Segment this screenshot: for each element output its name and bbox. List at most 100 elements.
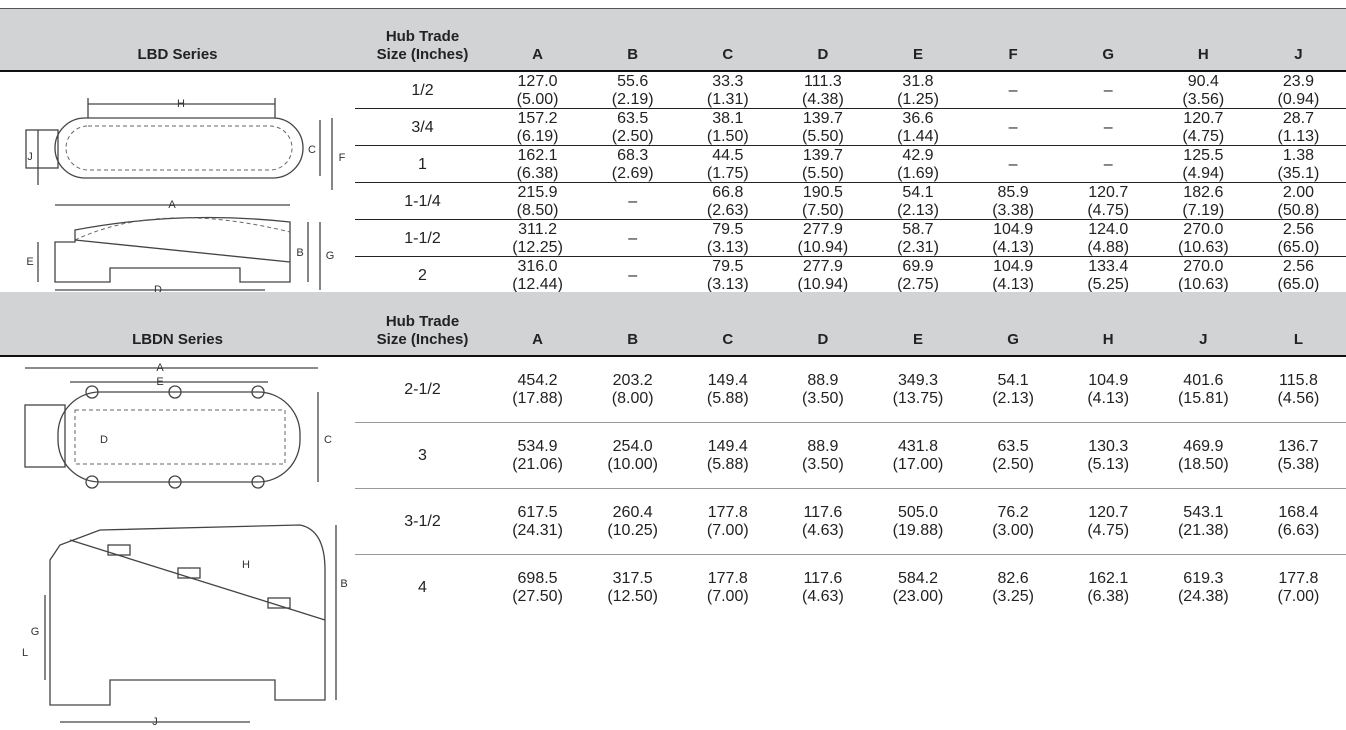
value-inches: (4.13) bbox=[1087, 390, 1130, 407]
value-cell: 149.4 (5.88) bbox=[680, 423, 775, 489]
value-cell: 277.9 (10.94) bbox=[775, 220, 870, 257]
value-mm: 1.38 bbox=[1282, 146, 1314, 164]
value-mm: 63.5 bbox=[617, 109, 649, 127]
column-header: F bbox=[966, 8, 1061, 70]
value-cell: 2.56 (65.0) bbox=[1251, 220, 1346, 257]
value-mm: 90.4 bbox=[1187, 72, 1219, 90]
value-cell: 42.9 (1.69) bbox=[870, 146, 965, 183]
dim-label: A bbox=[168, 199, 176, 211]
value-cell: 124.0 (4.88) bbox=[1061, 220, 1156, 257]
value-cell: 1.38 (35.1) bbox=[1251, 146, 1346, 183]
value-cell: 127.0 (5.00) bbox=[490, 72, 585, 109]
value-empty: – bbox=[1008, 118, 1018, 136]
value-cell: 270.0 (10.63) bbox=[1156, 220, 1251, 257]
value-mm: 316.0 bbox=[517, 257, 558, 275]
value-inches: (4.63) bbox=[801, 588, 844, 605]
value-inches: (1.44) bbox=[897, 127, 939, 145]
column-label: J bbox=[1294, 46, 1303, 63]
column-label: D bbox=[817, 331, 829, 348]
column-label: F bbox=[1008, 46, 1018, 63]
size: 1 bbox=[418, 155, 427, 173]
size: 1-1/4 bbox=[404, 192, 441, 210]
value-inches: (1.25) bbox=[897, 90, 939, 108]
series-title: LBDN Series bbox=[132, 331, 223, 348]
value-inches: (1.13) bbox=[1277, 127, 1320, 145]
value-cell: 54.1 (2.13) bbox=[966, 357, 1061, 423]
size: 2-1/2 bbox=[404, 381, 441, 398]
value-mm: 311.2 bbox=[518, 220, 557, 238]
value-inches: (12.50) bbox=[607, 588, 659, 605]
value-mm: 120.7 bbox=[1088, 504, 1129, 521]
dim-label: H bbox=[242, 559, 250, 571]
value-cell: 316.0 (12.44) bbox=[490, 257, 585, 294]
value-inches: (65.0) bbox=[1277, 238, 1320, 256]
value-mm: 68.3 bbox=[617, 146, 649, 164]
value-cell: 120.7 (4.75) bbox=[1061, 489, 1156, 555]
value-mm: 2.56 bbox=[1282, 220, 1314, 238]
column-label: L bbox=[1293, 331, 1304, 348]
value-mm: 120.7 bbox=[1088, 183, 1129, 201]
value-inches: (35.1) bbox=[1277, 164, 1320, 182]
value-mm: 177.8 bbox=[707, 570, 748, 587]
size-cell: 3-1/2 bbox=[355, 489, 490, 555]
value-inches: (7.50) bbox=[801, 201, 844, 219]
value-mm: 115.8 bbox=[1279, 372, 1318, 389]
value-empty: – bbox=[628, 266, 638, 284]
value-empty: – bbox=[1103, 118, 1113, 136]
value-inches: (3.56) bbox=[1182, 90, 1225, 108]
value-inches: (3.13) bbox=[706, 238, 749, 256]
value-cell: 619.3 (24.38) bbox=[1156, 555, 1251, 621]
value-mm: 254.0 bbox=[612, 438, 653, 455]
column-header: L bbox=[1251, 292, 1346, 355]
size: 3 bbox=[418, 447, 427, 464]
value-mm: 88.9 bbox=[807, 438, 839, 455]
row-rule bbox=[355, 219, 1346, 220]
value-inches: (6.38) bbox=[516, 164, 559, 182]
value-inches: (2.50) bbox=[611, 127, 654, 145]
value-inches: (5.00) bbox=[516, 90, 559, 108]
value-mm: 44.5 bbox=[712, 146, 744, 164]
value-mm: 117.6 bbox=[803, 570, 843, 587]
value-inches: (5.38) bbox=[1277, 456, 1320, 473]
value-inches: (27.50) bbox=[512, 588, 563, 605]
value-inches: (19.88) bbox=[892, 522, 944, 539]
value-mm: 82.6 bbox=[997, 570, 1029, 587]
column-label: C bbox=[722, 46, 734, 63]
value-mm: 317.5 bbox=[612, 570, 653, 587]
column-header: C bbox=[680, 8, 775, 70]
value-mm: 203.2 bbox=[612, 372, 653, 389]
value-cell: 177.8 (7.00) bbox=[1251, 555, 1346, 621]
value-mm: 168.4 bbox=[1278, 504, 1319, 521]
value-mm: 124.0 bbox=[1088, 220, 1129, 238]
header-rule bbox=[0, 355, 1346, 357]
value-mm: 55.6 bbox=[617, 72, 649, 90]
value-inches: (3.50) bbox=[801, 390, 844, 407]
value-mm: 584.2 bbox=[897, 570, 939, 587]
value-cell: 85.9 (3.38) bbox=[966, 183, 1061, 220]
value-cell: 162.1 (6.38) bbox=[490, 146, 585, 183]
value-mm: 66.8 bbox=[712, 183, 744, 201]
value-mm: 349.3 bbox=[897, 372, 939, 389]
value-mm: 31.8 bbox=[902, 72, 934, 90]
value-inches: (4.88) bbox=[1087, 238, 1130, 256]
value-inches: (21.38) bbox=[1177, 522, 1229, 539]
value-mm: 177.8 bbox=[1278, 570, 1319, 587]
column-label: H bbox=[1102, 331, 1114, 348]
value-mm: 58.7 bbox=[902, 220, 934, 238]
value-cell: – bbox=[966, 146, 1061, 183]
value-cell: 139.7 (5.50) bbox=[775, 146, 870, 183]
value-inches: (5.13) bbox=[1087, 456, 1130, 473]
value-inches: (10.25) bbox=[607, 522, 659, 539]
column-header: G bbox=[1061, 8, 1156, 70]
column-label: H bbox=[1197, 46, 1209, 63]
dim-label: D bbox=[154, 284, 162, 296]
value-inches: (8.00) bbox=[611, 390, 654, 407]
column-header: B bbox=[585, 8, 680, 70]
value-mm: 136.7 bbox=[1278, 438, 1319, 455]
value-inches: (5.88) bbox=[706, 390, 749, 407]
column-label: D bbox=[817, 46, 829, 63]
value-inches: (6.19) bbox=[516, 127, 559, 145]
value-inches: (5.50) bbox=[801, 164, 844, 182]
value-cell: 2.00 (50.8) bbox=[1251, 183, 1346, 220]
